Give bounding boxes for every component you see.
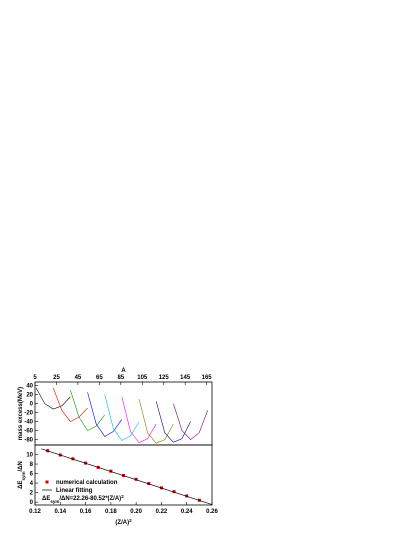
x-tick-label: 0.26 [206,509,218,515]
y-tick-label: -40 [24,420,33,426]
y-tick-label: -60 [24,429,33,435]
y-tick-label: 10 [26,453,33,459]
x-tick-label: 45 [75,375,82,381]
y-tick-label: -80 [24,438,33,444]
x-tick-label: 0.14 [54,509,66,515]
legend-label: numerical calculation [56,480,118,486]
x-axis-title: A [121,368,126,374]
legend-marker [45,480,49,484]
y-tick-label: 4 [30,481,34,487]
data-point [134,477,138,481]
label-part: 2 [129,518,132,523]
x-tick-label: 65 [96,375,103,381]
curve [173,403,208,441]
y-axis-title: mass excess(MeV) [18,387,24,440]
curve [52,387,88,422]
curve [104,394,140,441]
label: ΔEsym/ΔN [18,461,26,489]
y-tick-label: 20 [26,393,33,399]
curve [87,392,123,437]
label-part: 2 [121,494,124,499]
label-part: /ΔN [18,461,24,471]
x-tick-label: 165 [202,375,213,381]
y-tick-label: 0 [30,402,34,408]
x-tick-label: 105 [137,375,148,381]
label-part: sym [50,499,59,504]
y-tick-label: 0 [30,500,34,506]
x-tick-label: 125 [159,375,170,381]
legend-label: Linear fitting [56,488,93,494]
x-tick-label: 25 [53,375,60,381]
label-part: ΔE [18,481,24,489]
curve [121,396,157,444]
x-tick-label: 145 [180,375,191,381]
label: ΔEsym/ΔN=22.26-80.52*(Z/A)2 [42,494,124,504]
x-tick-label: 0.24 [181,509,193,515]
x-tick-label: 0.12 [29,509,41,515]
fit-line [41,448,213,505]
label-part: sym [21,471,26,480]
data-point [172,490,176,494]
label-part: (Z/A) [115,520,129,526]
plot-frame [34,444,213,506]
y-tick-label: -20 [24,411,33,417]
plot-frame [34,381,213,446]
x-tick-label: 0.20 [130,509,142,515]
y-tick-label: 8 [30,462,34,468]
label: (Z/A)2 [115,518,132,527]
curve [138,399,174,444]
curve [35,387,71,410]
x-tick-label: 0.16 [80,509,92,515]
x-tick-label: 5 [33,375,37,381]
curve [70,390,105,431]
x-tick-label: 85 [117,375,124,381]
y-tick-label: 2 [30,491,34,497]
x-tick-label: 0.22 [156,509,168,515]
label-part: ΔE [42,496,50,502]
y-tick-label: 40 [26,384,33,390]
x-tick-label: 0.18 [105,509,117,515]
curve [155,401,191,443]
label-part: /ΔN=22.26-80.52*(Z/A) [59,496,121,502]
y-tick-label: 6 [30,472,34,478]
